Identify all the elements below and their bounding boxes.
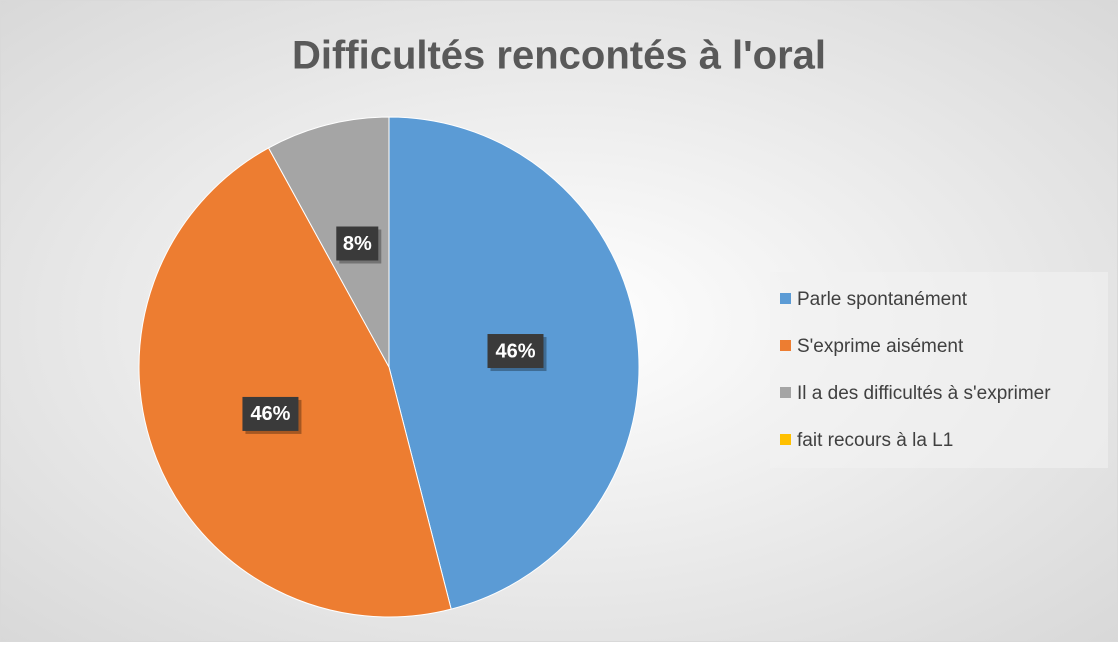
legend-swatch xyxy=(780,434,791,445)
data-label-box xyxy=(242,396,299,431)
data-label: 46% xyxy=(495,340,535,362)
legend-label: Parle spontanément xyxy=(797,289,968,310)
legend-box xyxy=(770,272,1108,468)
pie-slice xyxy=(267,116,390,368)
legend-label: fait recours à la L1 xyxy=(797,430,953,451)
data-label-box xyxy=(487,334,544,369)
legend-swatch xyxy=(780,387,791,398)
pie-slice xyxy=(138,147,452,618)
data-label: 46% xyxy=(250,403,290,425)
chart-title: Difficultés rencontés à l'oral xyxy=(292,34,826,78)
legend-swatch xyxy=(780,340,791,351)
legend-label: Il a des difficultés à s'exprimer xyxy=(797,383,1051,404)
legend-swatch xyxy=(780,293,791,304)
legend-label: S'exprime aisément xyxy=(797,336,964,357)
data-label: 8% xyxy=(343,233,372,255)
data-label-box xyxy=(336,226,379,261)
